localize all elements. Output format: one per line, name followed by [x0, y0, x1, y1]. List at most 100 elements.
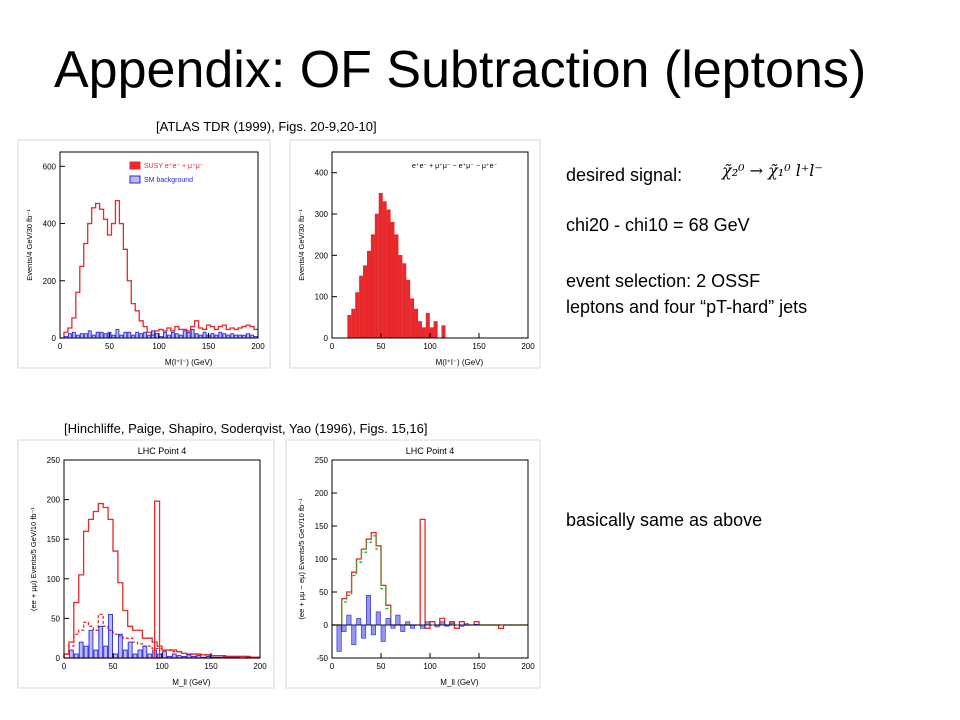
histogram-bar: [370, 234, 375, 339]
citation-hinchliffe: [Hinchliffe, Paige, Shapiro, Soderqvist,…: [64, 421, 428, 436]
x-axis-label: M_ll (GeV): [172, 678, 211, 687]
citation-atlas: [ATLAS TDR (1999), Figs. 20-9,20-10]: [156, 119, 377, 134]
slide-title: Appendix: OF Subtraction (leptons): [54, 41, 867, 99]
histogram-bar: [108, 613, 113, 659]
histogram-bar: [98, 625, 104, 659]
y-axis-label: (ee + μμ − eμ) Events/5 GeV/10 fb⁻¹: [297, 498, 306, 620]
legend-label: e⁺e⁻ + μ⁺μ⁻ − e⁺μ⁻ − μ⁺e⁻: [412, 163, 498, 170]
histogram-bar: [218, 331, 223, 339]
histogram-bar: [375, 611, 381, 626]
legend-swatch: [129, 175, 141, 184]
y-tick-label: 150: [47, 535, 61, 544]
histogram-bar: [361, 624, 367, 639]
y-tick-label: 100: [315, 555, 329, 564]
signal-formula: χ̃₂⁰ → χ̃₁⁰ l⁺l⁻: [722, 161, 823, 180]
y-tick-label: -50: [316, 654, 328, 663]
histogram-bar: [162, 651, 167, 659]
y-axis-label: Events/4 GeV/30 fb⁻¹: [25, 209, 34, 281]
histogram-bar: [88, 629, 94, 659]
x-tick-label: 100: [423, 662, 437, 671]
x-tick-label: 150: [204, 662, 218, 671]
histogram-bar: [355, 292, 360, 339]
histogram-bar: [122, 649, 128, 659]
histogram-bar: [429, 327, 434, 339]
histogram-bar: [246, 333, 251, 339]
histogram-bar: [424, 621, 430, 626]
event-selection-line1: event selection: 2 OSSF: [566, 271, 761, 291]
chart-title: LHC Point 4: [406, 446, 455, 456]
y-tick-label: 50: [51, 614, 60, 623]
y-tick-label: 150: [315, 522, 329, 531]
histogram-bar: [410, 298, 415, 339]
histogram-bar: [68, 649, 74, 659]
lhc-left-histogram: 0 50 100 150 200 0 50 100 150 200 250 M_ll (GeV) (ee…: [17, 439, 275, 689]
histogram-bar: [405, 621, 411, 626]
x-tick-label: 0: [330, 342, 335, 351]
histogram-bar: [182, 330, 187, 339]
histogram-bar: [79, 333, 84, 339]
histogram-bar: [210, 333, 215, 339]
mass-difference-text: chi20 - chi10 = 68 GeV: [566, 215, 750, 235]
histogram-bar: [421, 327, 426, 339]
histogram-bar: [366, 250, 371, 339]
y-tick-label: 200: [43, 277, 57, 286]
histogram-bar: [390, 624, 396, 629]
histogram-bar: [385, 618, 391, 626]
histogram-bar: [380, 624, 386, 642]
x-tick-label: 150: [472, 342, 486, 351]
x-tick-label: 100: [152, 342, 166, 351]
histogram-bar: [336, 624, 342, 652]
histogram-bar: [93, 649, 99, 659]
histogram-bar: [395, 614, 401, 626]
histogram-bar: [155, 333, 159, 339]
histogram-bar: [341, 624, 347, 632]
x-tick-label: 200: [251, 342, 265, 351]
x-tick-label: 100: [423, 342, 437, 351]
y-tick-label: 250: [47, 456, 61, 465]
x-tick-label: 0: [62, 662, 67, 671]
histogram-bar: [441, 325, 446, 339]
y-tick-label: 100: [315, 293, 329, 302]
y-tick-label: 300: [315, 210, 329, 219]
histogram-bar: [123, 331, 128, 339]
histogram-bar: [147, 653, 153, 659]
histogram-bar: [171, 653, 177, 659]
x-tick-label: 150: [472, 662, 486, 671]
histogram-bar: [398, 255, 403, 339]
histogram-bar: [346, 614, 352, 626]
histogram-bar: [113, 653, 118, 659]
histogram-bar: [170, 331, 175, 339]
histogram-bar: [174, 333, 179, 339]
y-tick-label: 200: [315, 251, 329, 260]
histogram-bar: [414, 308, 419, 339]
histogram-bar: [71, 331, 76, 339]
histogram-bar: [115, 328, 120, 339]
histogram-bar: [433, 321, 438, 339]
histogram-bar: [394, 234, 399, 339]
histogram-bar: [347, 314, 352, 339]
x-tick-label: 50: [109, 662, 118, 671]
histogram-bar: [386, 209, 391, 339]
event-selection-line2: leptons and four “pT-hard” jets: [566, 297, 808, 317]
y-tick-label: 0: [324, 334, 329, 343]
histogram-bar: [67, 333, 72, 339]
histogram-bar: [139, 333, 144, 339]
histogram-bar: [194, 333, 199, 339]
histogram-bar: [439, 621, 445, 626]
histogram-bar: [410, 624, 416, 629]
histogram-bar: [425, 312, 430, 339]
x-tick-label: 50: [377, 662, 386, 671]
y-tick-label: 200: [315, 489, 329, 498]
histogram-bar: [132, 653, 138, 659]
x-axis-label: M(l⁺l⁻) (GeV): [436, 358, 484, 367]
histogram-bar: [103, 645, 109, 659]
x-tick-label: 0: [330, 662, 335, 671]
x-axis-label: M(l⁺l⁻) (GeV): [165, 358, 213, 367]
histogram-bar: [190, 328, 195, 339]
atlas-right-histogram: 0 50 100 150 200 0 100 200 300 400 M(l⁺l⁻) (GeV) Ev…: [289, 139, 541, 369]
histogram-bar: [127, 331, 132, 339]
x-tick-label: 50: [105, 342, 114, 351]
histogram-bar: [400, 624, 406, 632]
histogram-bar: [117, 633, 123, 659]
